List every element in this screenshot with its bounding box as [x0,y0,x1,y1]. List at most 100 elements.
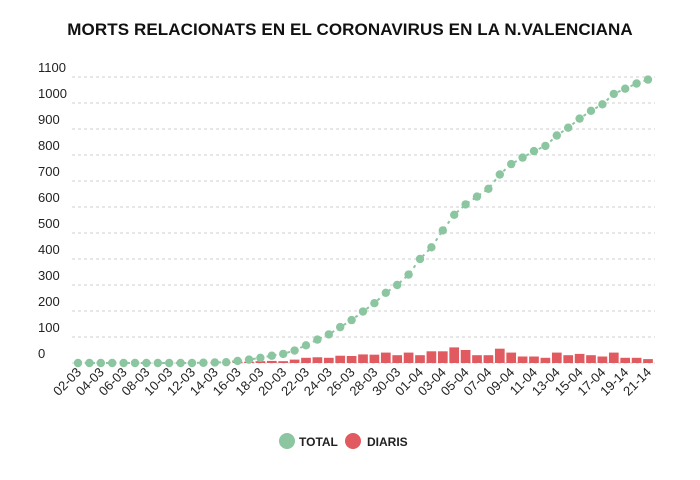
diaris-bar [335,355,346,363]
total-point [643,75,653,84]
diaris-bar [586,355,596,363]
total-point [495,170,504,179]
y-axis-labels: 0 100 200 300 400 500 600 700 800 900 1000 1100 [38,60,67,361]
total-point [381,288,390,297]
total-point [415,254,425,264]
diaris-bar [403,352,414,363]
total-point [313,335,322,344]
total-point [199,358,208,367]
y-tick-label: 600 [38,190,60,205]
total-point [244,355,254,364]
y-tick-label: 0 [38,346,45,361]
diaris-bars [198,347,653,363]
total-point [575,114,584,123]
total-point [165,358,174,368]
total-point [472,192,482,201]
diaris-bar [415,355,425,363]
total-point [450,210,459,219]
diaris-bar [574,353,585,363]
y-tick-label: 900 [38,112,60,127]
diaris-bar [369,354,380,363]
total-point [279,349,288,359]
diaris-bar [483,355,494,363]
y-tick-label: 400 [38,242,60,257]
total-point [632,79,641,88]
total-point [438,226,447,235]
diaris-bar [380,352,391,363]
diaris-bar [392,355,403,363]
total-point [336,322,345,332]
y-tick-label: 1100 [38,60,66,75]
diaris-bar [312,357,323,363]
total-point [552,131,561,140]
total-point [347,315,356,325]
total-point [586,106,596,116]
legend-label: DIARIS [367,435,408,449]
total-point [461,200,470,209]
diaris-bar [426,351,437,363]
y-tick-label: 500 [38,216,60,231]
diaris-bar [551,352,562,363]
total-point [393,280,402,290]
total-point [130,358,140,368]
diaris-bar [346,355,357,363]
diaris-bar [437,351,448,363]
grid-lines [72,76,655,364]
y-tick-label: 100 [38,320,60,335]
total-point [290,346,299,355]
total-point [256,353,265,362]
legend-label: TOTAL [299,435,338,449]
total-point [73,358,83,368]
total-point [621,84,630,93]
total-point [233,356,242,366]
total-line [78,78,649,364]
total-point [176,358,185,368]
diaris-bar [620,357,631,363]
diaris-bar [266,360,277,363]
total-point [96,358,106,368]
y-tick-label: 300 [38,268,60,283]
total-point [301,341,311,350]
y-tick-label: 800 [38,138,60,153]
total-point [153,358,162,368]
diaris-bar [278,361,289,363]
total-point [358,307,368,316]
diaris-bar [631,357,642,363]
total-point [142,358,151,368]
total-point [564,123,573,132]
total-point [85,358,94,368]
diaris-bar [358,354,368,363]
diaris-bar [323,357,334,363]
diaris-bar [563,355,574,363]
diaris-bar [608,352,619,363]
total-point [541,141,550,151]
diaris-bar [255,361,266,363]
total-series-line [78,78,649,364]
legend-marker [345,433,361,449]
total-point [598,100,607,109]
diaris-bar [460,350,471,363]
diaris-bar [643,359,653,363]
diaris-bar [301,357,311,363]
diaris-bar [506,352,517,363]
diaris-bar [494,348,505,363]
legend: TOTAL DIARIS [279,433,408,449]
x-axis-labels: 02-0304-0306-0308-0310-0312-0314-0316-03… [50,365,654,399]
total-point [404,270,413,279]
total-point [222,358,231,367]
y-tick-label: 1000 [38,86,67,101]
total-point [518,153,527,162]
diaris-bar [449,347,460,363]
total-point [119,358,128,368]
total-point [529,146,539,156]
total-point [108,358,117,368]
y-tick-label: 700 [38,164,60,179]
total-point [427,243,436,252]
chart-title: MORTS RELACIONATS EN EL CORONAVIRUS EN L… [67,20,633,39]
total-point [507,159,516,169]
total-point [187,358,197,368]
diaris-bar [472,355,482,363]
legend-marker [279,433,295,449]
diaris-bar [529,356,539,363]
